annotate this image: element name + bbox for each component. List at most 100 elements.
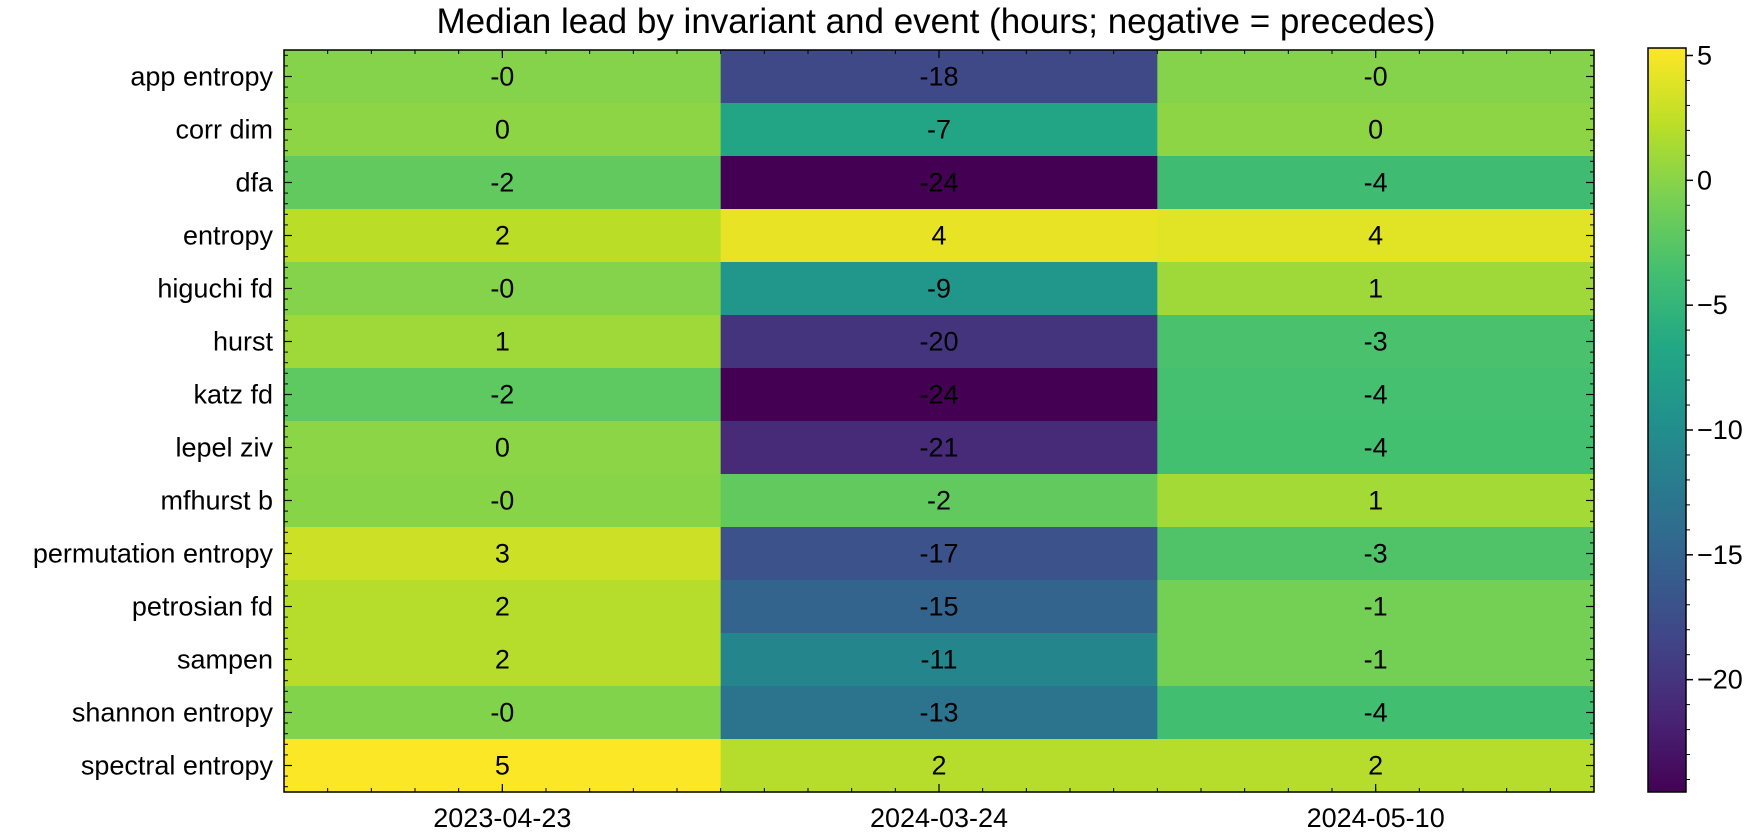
heatmap-cell xyxy=(1157,421,1595,475)
row-labels: app entropy corr dim dfa entropy higuchi fd h… xyxy=(33,62,274,781)
colorbar-tick-label: −10 xyxy=(1697,415,1743,445)
cell-value-label: -4 xyxy=(1364,698,1388,728)
heatmap-cell xyxy=(720,527,1158,581)
cell-value-label: -2 xyxy=(490,380,514,410)
heatmap-cell xyxy=(720,315,1158,369)
cell-value-label: -20 xyxy=(919,327,958,357)
cell-value-label: -0 xyxy=(490,62,514,92)
heatmap-cell xyxy=(284,686,722,740)
colorbar-tick-label: −15 xyxy=(1697,540,1743,570)
cell-value-label: -9 xyxy=(927,274,951,304)
chart-title: Median lead by invariant and event (hour… xyxy=(436,2,1435,41)
row-label: sampen xyxy=(177,645,273,675)
cell-value-label: 0 xyxy=(495,115,510,145)
row-label: petrosian fd xyxy=(132,592,273,622)
heatmap-cell xyxy=(1157,209,1595,263)
cell-value-label: 2 xyxy=(495,592,510,622)
heatmap-cell xyxy=(720,474,1158,528)
column-label: 2023-04-23 xyxy=(433,803,571,833)
colorbar xyxy=(1647,47,1687,793)
cell-value-label: -1 xyxy=(1364,645,1388,675)
axis-ticks xyxy=(284,50,1594,792)
heatmap-cell xyxy=(720,421,1158,475)
heatmap-cell xyxy=(1157,368,1595,422)
column-label: 2024-03-24 xyxy=(870,803,1008,833)
heatmap-cell xyxy=(284,103,722,157)
heatmap-cell xyxy=(720,50,1158,104)
cell-value-label: 1 xyxy=(1368,274,1383,304)
cell-value-label: -4 xyxy=(1364,433,1388,463)
row-label: permutation entropy xyxy=(33,539,274,569)
cell-value-label: -18 xyxy=(919,62,958,92)
row-label: spectral entropy xyxy=(81,751,274,781)
row-label: katz fd xyxy=(193,380,273,410)
cell-value-label: -0 xyxy=(1364,62,1388,92)
cell-value-label: 3 xyxy=(495,539,510,569)
row-label: hurst xyxy=(213,327,274,357)
row-label: app entropy xyxy=(130,62,273,92)
cell-value-label: -2 xyxy=(927,486,951,516)
cell-value-label: 2 xyxy=(495,645,510,675)
cell-value-label: -3 xyxy=(1364,327,1388,357)
cell-value-label: -3 xyxy=(1364,539,1388,569)
row-label: corr dim xyxy=(175,115,273,145)
heatmap-cell xyxy=(284,633,722,687)
row-label: entropy xyxy=(183,221,274,251)
heatmap-cell xyxy=(1157,50,1595,104)
heatmap-cell xyxy=(1157,474,1595,528)
cell-value-label: 0 xyxy=(1368,115,1383,145)
cell-value-label: -21 xyxy=(919,433,958,463)
cell-value-label: -13 xyxy=(919,698,958,728)
heatmap-cell xyxy=(284,262,722,316)
colorbar-tick-label: −5 xyxy=(1697,290,1728,320)
heatmap-cell xyxy=(1157,315,1595,369)
cell-value-label: -4 xyxy=(1364,168,1388,198)
cell-value-label: -11 xyxy=(920,645,957,675)
cell-value-label: 1 xyxy=(495,327,510,357)
cell-value-label: 2 xyxy=(1368,751,1383,781)
heatmap-cell xyxy=(720,580,1158,634)
heatmap-cell xyxy=(284,474,722,528)
cell-value-label: -0 xyxy=(490,274,514,304)
colorbar-tick-label: −20 xyxy=(1697,665,1743,695)
column-label: 2024-05-10 xyxy=(1307,803,1445,833)
cell-value-label: -1 xyxy=(1364,592,1388,622)
heatmap-cell xyxy=(720,262,1158,316)
heatmap-cell xyxy=(1157,527,1595,581)
heatmap-cell xyxy=(284,527,722,581)
cell-value-label: -24 xyxy=(919,380,958,410)
cell-value-label: 0 xyxy=(495,433,510,463)
row-label: lepel ziv xyxy=(175,433,273,463)
colorbar-ticks: 5 0 −5 −10 −15 −20 xyxy=(1686,40,1743,781)
heatmap-cell xyxy=(720,156,1158,210)
heatmap-cell xyxy=(720,368,1158,422)
cell-value-label: 4 xyxy=(931,221,946,251)
row-label: mfhurst b xyxy=(160,486,273,516)
cell-value-label: 5 xyxy=(495,751,510,781)
heatmap-cells xyxy=(284,50,1595,793)
cell-value-label: -7 xyxy=(927,115,951,145)
cell-value-label: -2 xyxy=(490,168,514,198)
heatmap-cell xyxy=(720,103,1158,157)
cell-value-label: -4 xyxy=(1364,380,1388,410)
cell-value-label: 4 xyxy=(1368,221,1383,251)
heatmap-cell xyxy=(284,580,722,634)
column-labels: 2023-04-23 2024-03-24 2024-05-10 xyxy=(433,803,1444,833)
heatmap-cell xyxy=(284,315,722,369)
heatmap-cell xyxy=(720,686,1158,740)
heatmap-cell xyxy=(284,156,722,210)
cell-value-label: -15 xyxy=(919,592,958,622)
heatmap-cell xyxy=(720,209,1158,263)
cell-value-label: 2 xyxy=(931,751,946,781)
heatmap-cell xyxy=(1157,739,1595,793)
heatmap-cell xyxy=(720,633,1158,687)
heatmap-cell xyxy=(284,421,722,475)
cell-value-label: -17 xyxy=(919,539,958,569)
heatmap-cell xyxy=(1157,686,1595,740)
heatmap-cell xyxy=(1157,103,1595,157)
heatmap-cell xyxy=(1157,633,1595,687)
colorbar-tick-label: 5 xyxy=(1697,40,1712,70)
cell-value-label: -0 xyxy=(490,486,514,516)
heatmap-cell xyxy=(284,209,722,263)
